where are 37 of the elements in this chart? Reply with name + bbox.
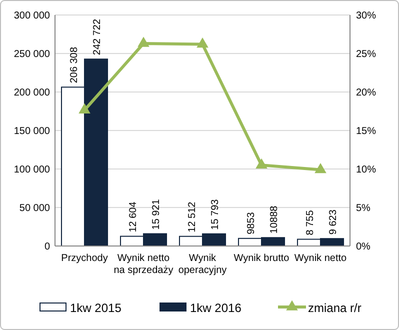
y-tick-label: 150 000: [14, 126, 50, 137]
y-tick-label: 50 000: [19, 203, 50, 214]
data-label: 9853: [246, 212, 257, 234]
point: [256, 158, 268, 169]
y2-tick-label: 15%: [356, 126, 376, 137]
data-label: 242 722: [92, 18, 104, 56]
data-label: 15 793: [210, 198, 222, 230]
data-label: 12 604: [128, 201, 139, 232]
legend-label: zmiana r/r: [308, 301, 362, 315]
point: [138, 36, 150, 47]
data-label: 9 623: [328, 209, 340, 235]
x-tick-label: Przychody: [61, 253, 108, 264]
y2-tick-label: 25%: [356, 49, 376, 60]
point: [78, 103, 90, 114]
y-tick-label: 100 000: [14, 164, 50, 176]
y2-tick-label: 30%: [356, 10, 376, 22]
data-label: 10888: [269, 205, 280, 234]
data-label: 12 512: [186, 201, 198, 232]
point: [314, 162, 326, 174]
legend-label: 1kw 2015: [70, 301, 122, 315]
y2-tick-label: 10%: [356, 164, 376, 176]
y-tick-label: 250 000: [14, 49, 50, 60]
x-tick-label: Wynik operacyjny: [178, 253, 227, 276]
y-tick-label: 300 000: [14, 10, 50, 22]
x-tick-label: Wynik netto: [294, 253, 348, 264]
legend-label: 1kw 2016: [190, 301, 242, 315]
y-tick-label: 200 000: [14, 88, 50, 98]
y-tick-label: 0: [44, 242, 50, 252]
y2-tick-label: 5%: [356, 203, 371, 214]
data-label: 8 755: [304, 210, 316, 236]
y2-tick-label: 20%: [356, 88, 376, 98]
y2-tick-label: 0%: [356, 242, 371, 252]
x-tick-label: Wynik brutto: [234, 253, 290, 264]
data-label: 15 921: [151, 198, 162, 230]
point: [196, 37, 208, 48]
x-tick-label: Wynik netto na sprzedaży: [114, 253, 174, 276]
data-label: 206 308: [68, 46, 80, 84]
